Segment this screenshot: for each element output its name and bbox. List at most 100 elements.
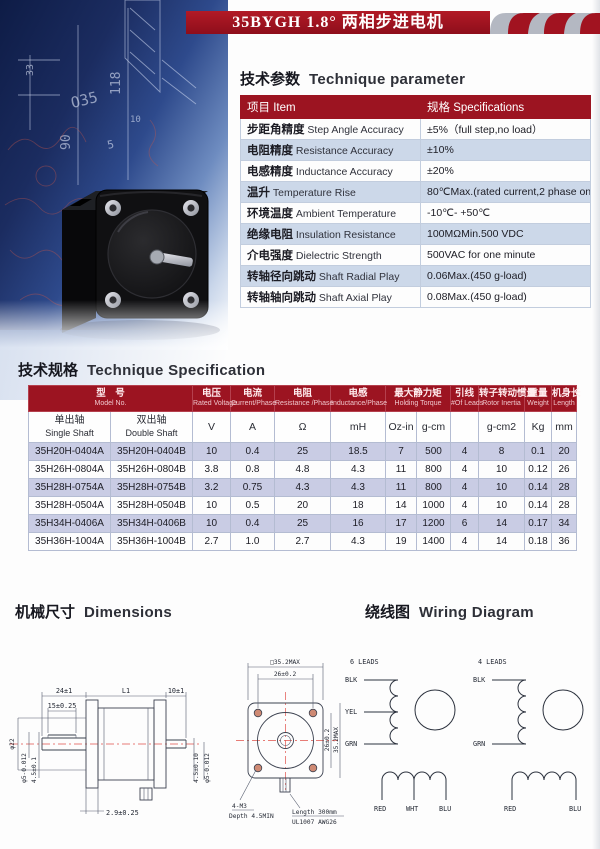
wiring-heading-zh: 绕线图 [365,604,411,621]
cell: 1000 [415,496,452,515]
cell: 7 [385,442,417,461]
chevron-decoration [490,13,600,34]
unit-gcm2: g-cm2 [478,411,526,443]
cell: 4.8 [274,460,331,479]
wire-yel: YEL [345,708,357,716]
cell: 20 [551,442,578,461]
photo-dim-118: 118 [109,72,124,95]
cell: 11 [385,478,417,497]
cell: 4.3 [330,478,386,497]
param-item-zh: 步距角精度 [247,124,305,136]
param-item-en: Shaft Radial Play [316,271,400,283]
photo-dim-90: 90 [59,134,74,150]
param-item-en: Step Angle Accuracy [304,124,404,136]
cell: 14 [478,532,526,551]
param-item-en: Resistance Accuracy [293,145,394,157]
param-row: 绝缘电阻 Insulation Resistance 100MΩMin.500 V… [240,223,591,245]
param-spec-value: 500VAC for one minute [420,244,591,266]
cell: 10 [192,496,231,515]
cell: 16 [330,514,386,533]
param-spec-value: ±20% [420,160,591,182]
unit-a: A [230,411,275,443]
wiring-heading-en: Wiring Diagram [419,604,534,621]
unit-double-en: Double Shaft [125,428,178,438]
spec-col-inductance-en: Inductance/Phase [331,400,388,407]
cell: 11 [385,460,417,479]
cell: 18 [330,496,386,515]
note-screw: 4-M3 [232,803,247,810]
blueprint-lines-decoration: 33 118 90 O35 10 5 [4,0,197,306]
spec-table: 型 号 Model No. 电压 Rated Voltage 电流 Current/P… [28,385,581,551]
motor-photo: 33 118 90 O35 10 5 [0,0,228,350]
param-item-en: Ambient Temperature [293,208,397,220]
cell: 17 [385,514,417,533]
param-spec-value: 0.06Max.(450 g-load) [420,265,591,287]
photo-dim-33: 33 [25,64,36,76]
dim-phi5-right: φ5-0.012 [204,753,211,783]
wiring-section-heading: 绕线图 Wiring Diagram [365,601,534,622]
wire-red: RED [374,805,386,813]
dims-heading-en: Dimensions [84,604,173,621]
spec-col-inertia-en: Rotor Inertia [482,400,521,407]
spec-col-weight-zh: 重量 [528,388,548,399]
param-item-zh: 绝缘电阻 [247,229,293,241]
cell: 35H28H-0504B [110,496,193,515]
cell: 4.3 [330,532,386,551]
param-row: 环境温度 Ambient Temperature -10℃- +50℃ [240,202,591,224]
note-screw-depth: Depth 4.5MIN [229,813,274,820]
cell: 28 [551,478,578,497]
wire-wht: WHT [406,805,418,813]
cell: 10 [192,514,231,533]
unit-ohm: Ω [274,411,331,443]
spec-row: 35H34H-0406A 35H34H-0406B 10 0.4 25 16 17 1200 6… [28,514,578,533]
dim-phi22: φ22 [9,738,16,749]
spec-col-model-zh: 型 号 [96,388,125,399]
unit-mm: mm [551,411,578,443]
cell: 35H28H-0754A [28,478,111,497]
spec-row: 35H36H-1004A 35H36H-1004B 2.7 1.0 2.7 4.3 19 14… [28,532,578,551]
dims-heading-zh: 机械尺寸 [15,604,76,621]
cell: 36 [551,532,578,551]
param-row: 电感精度 Inductance Accuracy ±20% [240,160,591,182]
spec-heading-en: Technique Specification [87,362,266,379]
param-row: 温升 Temperature Rise 80℃Max.(rated current… [240,181,591,203]
cell: 2.7 [274,532,331,551]
param-item-zh: 转轴径向跳动 [247,271,316,283]
cell: 4 [450,442,480,461]
cell: 35H34H-0406A [28,514,111,533]
dim-10: 10±1 [168,687,184,695]
param-heading-zh: 技术参数 [240,71,301,88]
dim-square-v: 35.2MAX [333,727,340,753]
stepper-motor-image [60,189,220,340]
page-edge-shadow [592,0,600,849]
dim-l1: L1 [122,687,130,695]
unit-gcm: g-cm [415,411,452,443]
cell: 35H28H-0754B [110,478,193,497]
spec-col-leads-zh: 引线 [455,388,475,399]
param-row: 步距角精度 Step Angle Accuracy ±5%（full step,n… [240,118,591,140]
cell: 35H26H-0804A [28,460,111,479]
wire-red: RED [504,805,516,813]
wire-blu: BLU [439,805,451,813]
wiring-4-leads: 4 LEADS BLK GRN RED BLU [473,658,584,813]
cell: 35H36H-1004B [110,532,193,551]
spec-col-resistance-en: Resistance /Phase [275,400,334,407]
wire-grn: GRN [345,740,357,748]
cell: 20 [274,496,331,515]
cell: 0.14 [524,496,553,515]
wire-blk: BLK [345,676,358,684]
spec-col-length-en: Length [553,400,575,407]
cell: 1400 [415,532,452,551]
param-item-zh: 电阻精度 [247,145,293,157]
cell: 14 [385,496,417,515]
cell: 14 [478,514,526,533]
spec-col-inductance-zh: 电感 [348,388,368,399]
unit-leads-blank [450,411,480,443]
spec-col-inertia-zh: 转子转动惯量 [479,388,537,399]
unit-single-en: Single Shaft [45,428,94,438]
dim-phi5-left: φ5-0.012 [21,753,28,783]
cell: 10 [478,496,526,515]
cell: 2.7 [192,532,231,551]
dim-45-left: 4.5±0.1 [31,757,38,783]
cell: 6 [450,514,480,533]
